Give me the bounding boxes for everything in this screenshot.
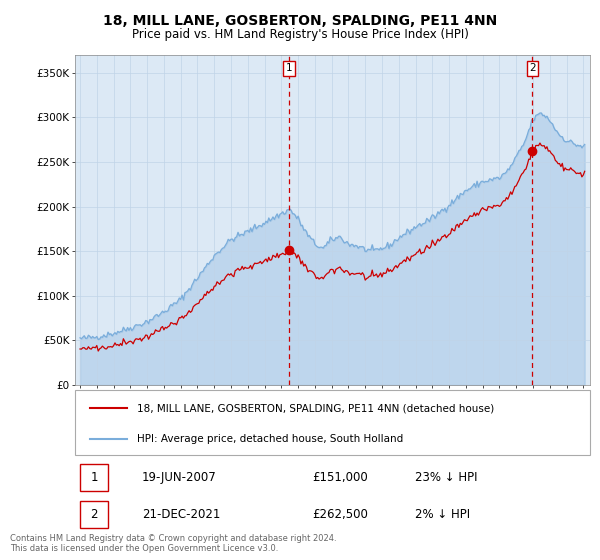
- Text: 18, MILL LANE, GOSBERTON, SPALDING, PE11 4NN (detached house): 18, MILL LANE, GOSBERTON, SPALDING, PE11…: [137, 403, 494, 413]
- Text: 21-DEC-2021: 21-DEC-2021: [142, 508, 220, 521]
- Text: 2: 2: [529, 63, 536, 73]
- FancyBboxPatch shape: [80, 464, 109, 491]
- Text: £262,500: £262,500: [312, 508, 368, 521]
- Text: 1: 1: [91, 471, 98, 484]
- Text: 23% ↓ HPI: 23% ↓ HPI: [415, 471, 478, 484]
- Text: 2: 2: [91, 508, 98, 521]
- Text: 18, MILL LANE, GOSBERTON, SPALDING, PE11 4NN: 18, MILL LANE, GOSBERTON, SPALDING, PE11…: [103, 14, 497, 28]
- Text: 19-JUN-2007: 19-JUN-2007: [142, 471, 217, 484]
- FancyBboxPatch shape: [80, 501, 109, 528]
- Text: 2% ↓ HPI: 2% ↓ HPI: [415, 508, 470, 521]
- FancyBboxPatch shape: [75, 390, 590, 455]
- Text: 1: 1: [286, 63, 293, 73]
- Text: Contains HM Land Registry data © Crown copyright and database right 2024.
This d: Contains HM Land Registry data © Crown c…: [10, 534, 337, 553]
- Text: Price paid vs. HM Land Registry's House Price Index (HPI): Price paid vs. HM Land Registry's House …: [131, 28, 469, 41]
- Text: £151,000: £151,000: [312, 471, 368, 484]
- Text: HPI: Average price, detached house, South Holland: HPI: Average price, detached house, Sout…: [137, 434, 403, 444]
